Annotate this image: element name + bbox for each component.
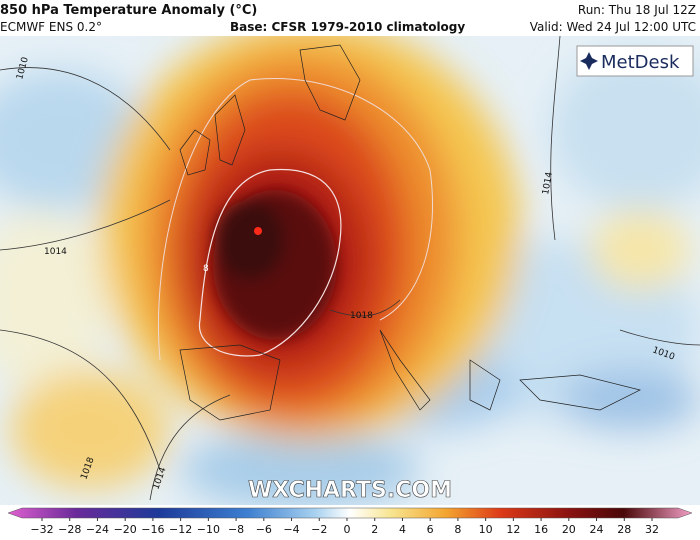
watermark: WXCHARTS.COM (248, 478, 452, 503)
colorbar-label: −24 (86, 523, 109, 536)
colorbar-label: −12 (169, 523, 192, 536)
title: 850 hPa Temperature Anomaly (°C) (0, 3, 258, 18)
contour-label: 8 (203, 264, 209, 274)
colorbar-label: −6 (256, 523, 272, 536)
colorbar-label: −28 (58, 523, 81, 536)
model: ECMWF ENS 0.2° (0, 20, 102, 34)
colorbar-label: 2 (371, 523, 378, 536)
colorbar-label: 0 (344, 523, 351, 536)
colorbar-label: 8 (454, 523, 461, 536)
logo-icon (580, 52, 598, 70)
colorbar-label: −20 (114, 523, 137, 536)
colorbar-label: −32 (30, 523, 53, 536)
colorbar-label: −16 (141, 523, 164, 536)
colorbar-label: 6 (427, 523, 434, 536)
colorbar-label: 20 (562, 523, 576, 536)
colorbar-label: 10 (479, 523, 493, 536)
contour-label: 1014 (541, 171, 555, 196)
contour-label: 1018 (350, 311, 373, 321)
logo: MetDesk (601, 52, 680, 73)
colorbar-label: −8 (228, 523, 244, 536)
colorbar-label: 28 (617, 523, 631, 536)
base: Base: CFSR 1979-2010 climatology (230, 20, 466, 34)
valid: Valid: Wed 24 Jul 12:00 UTC (529, 20, 696, 34)
map: 1010 1014 1014 1018 1018 1014 8 1010 Met… (0, 36, 700, 505)
run: Run: Thu 18 Jul 12Z (577, 3, 696, 17)
colorbar-label: 12 (506, 523, 520, 536)
colorbar-label: −10 (197, 523, 220, 536)
colorbar-label: 16 (534, 523, 548, 536)
contour-label: 1014 (44, 247, 67, 257)
colorbar-label: −2 (311, 523, 327, 536)
colorbar-label: 24 (590, 523, 604, 536)
colorbar-label: 32 (645, 523, 659, 536)
colorbar-label: −4 (283, 523, 299, 536)
colorbar: −32 −28 −24 −20 −16 −12 −10 −8 −6 −4 −2 0 2 4 6 8 10 12 16… (7, 507, 693, 536)
colorbar-label: 4 (399, 523, 406, 536)
